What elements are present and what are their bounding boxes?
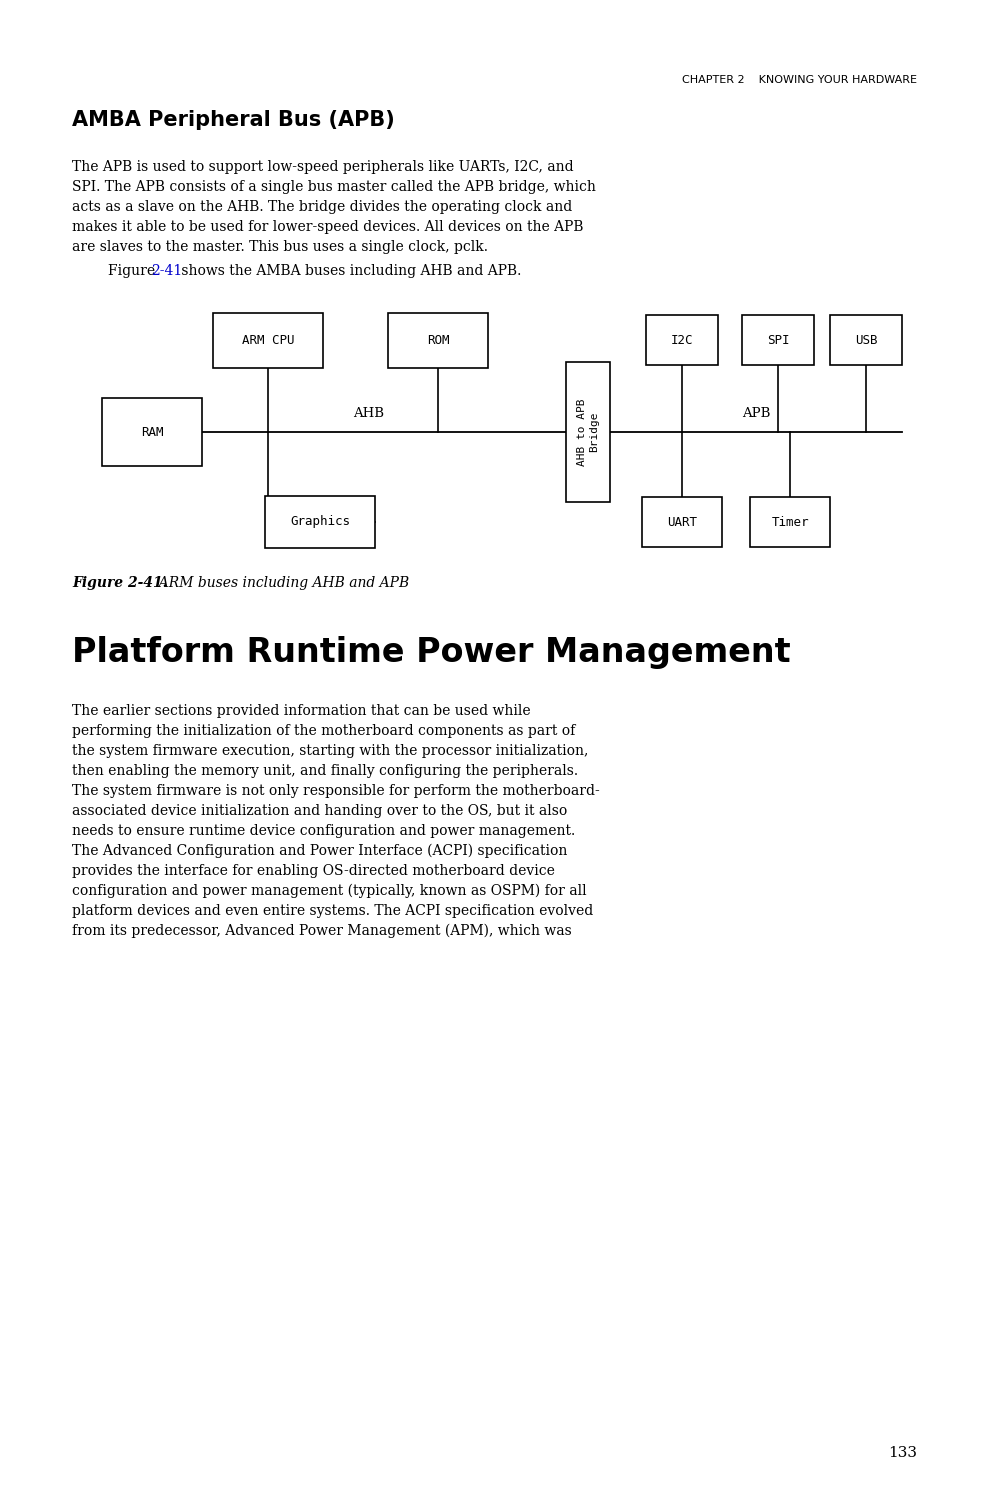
Text: platform devices and even entire systems. The ACPI specification evolved: platform devices and even entire systems… <box>72 904 593 918</box>
Text: Graphics: Graphics <box>290 516 350 528</box>
Text: ARM CPU: ARM CPU <box>241 333 295 346</box>
Text: provides the interface for enabling OS-directed motherboard device: provides the interface for enabling OS-d… <box>72 864 555 877</box>
Text: AHB: AHB <box>353 406 385 420</box>
Text: acts as a slave on the AHB. The bridge divides the operating clock and: acts as a slave on the AHB. The bridge d… <box>72 200 573 214</box>
Text: from its predecessor, Advanced Power Management (APM), which was: from its predecessor, Advanced Power Man… <box>72 924 572 939</box>
Bar <box>213 312 323 368</box>
Text: are slaves to the master. This bus uses a single clock, pclk.: are slaves to the master. This bus uses … <box>72 240 488 254</box>
Text: Platform Runtime Power Management: Platform Runtime Power Management <box>72 636 790 669</box>
Text: UART: UART <box>667 516 697 528</box>
Text: The APB is used to support low-speed peripherals like UARTs, I2C, and: The APB is used to support low-speed per… <box>72 160 574 174</box>
Text: 133: 133 <box>888 1446 917 1460</box>
Text: Figure: Figure <box>108 264 159 278</box>
Text: The system firmware is not only responsible for perform the motherboard-: The system firmware is not only responsi… <box>72 784 599 798</box>
Text: USB: USB <box>854 333 877 346</box>
Text: performing the initialization of the motherboard components as part of: performing the initialization of the mot… <box>72 724 576 738</box>
Bar <box>742 315 814 364</box>
Text: SPI. The APB consists of a single bus master called the APB bridge, which: SPI. The APB consists of a single bus ma… <box>72 180 596 194</box>
Text: AHB to APB
Bridge: AHB to APB Bridge <box>578 399 598 465</box>
Bar <box>265 496 375 548</box>
Bar <box>102 398 202 466</box>
Text: makes it able to be used for lower-speed devices. All devices on the APB: makes it able to be used for lower-speed… <box>72 220 584 234</box>
Text: RAM: RAM <box>140 426 163 438</box>
Bar <box>646 315 718 364</box>
Text: 2-41: 2-41 <box>151 264 182 278</box>
Text: configuration and power management (typically, known as OSPM) for all: configuration and power management (typi… <box>72 884 586 898</box>
Bar <box>642 496 722 548</box>
Text: I2C: I2C <box>671 333 693 346</box>
Bar <box>388 312 488 368</box>
Text: The Advanced Configuration and Power Interface (ACPI) specification: The Advanced Configuration and Power Int… <box>72 844 568 858</box>
Text: ROM: ROM <box>426 333 449 346</box>
Text: the system firmware execution, starting with the processor initialization,: the system firmware execution, starting … <box>72 744 588 758</box>
Text: then enabling the memory unit, and finally configuring the peripherals.: then enabling the memory unit, and final… <box>72 764 579 778</box>
Bar <box>750 496 830 548</box>
Text: The earlier sections provided information that can be used while: The earlier sections provided informatio… <box>72 704 531 718</box>
Text: shows the AMBA buses including AHB and APB.: shows the AMBA buses including AHB and A… <box>177 264 521 278</box>
Text: Timer: Timer <box>771 516 809 528</box>
Text: APB: APB <box>742 406 770 420</box>
Bar <box>566 362 610 502</box>
Text: associated device initialization and handing over to the OS, but it also: associated device initialization and han… <box>72 804 568 818</box>
Text: Figure 2-41.: Figure 2-41. <box>72 576 167 590</box>
Text: AMBA Peripheral Bus (APB): AMBA Peripheral Bus (APB) <box>72 110 395 130</box>
Text: ARM buses including AHB and APB: ARM buses including AHB and APB <box>150 576 409 590</box>
Text: CHAPTER 2    KNOWING YOUR HARDWARE: CHAPTER 2 KNOWING YOUR HARDWARE <box>682 75 917 86</box>
Text: needs to ensure runtime device configuration and power management.: needs to ensure runtime device configura… <box>72 824 576 839</box>
Text: SPI: SPI <box>766 333 789 346</box>
Bar <box>830 315 902 364</box>
